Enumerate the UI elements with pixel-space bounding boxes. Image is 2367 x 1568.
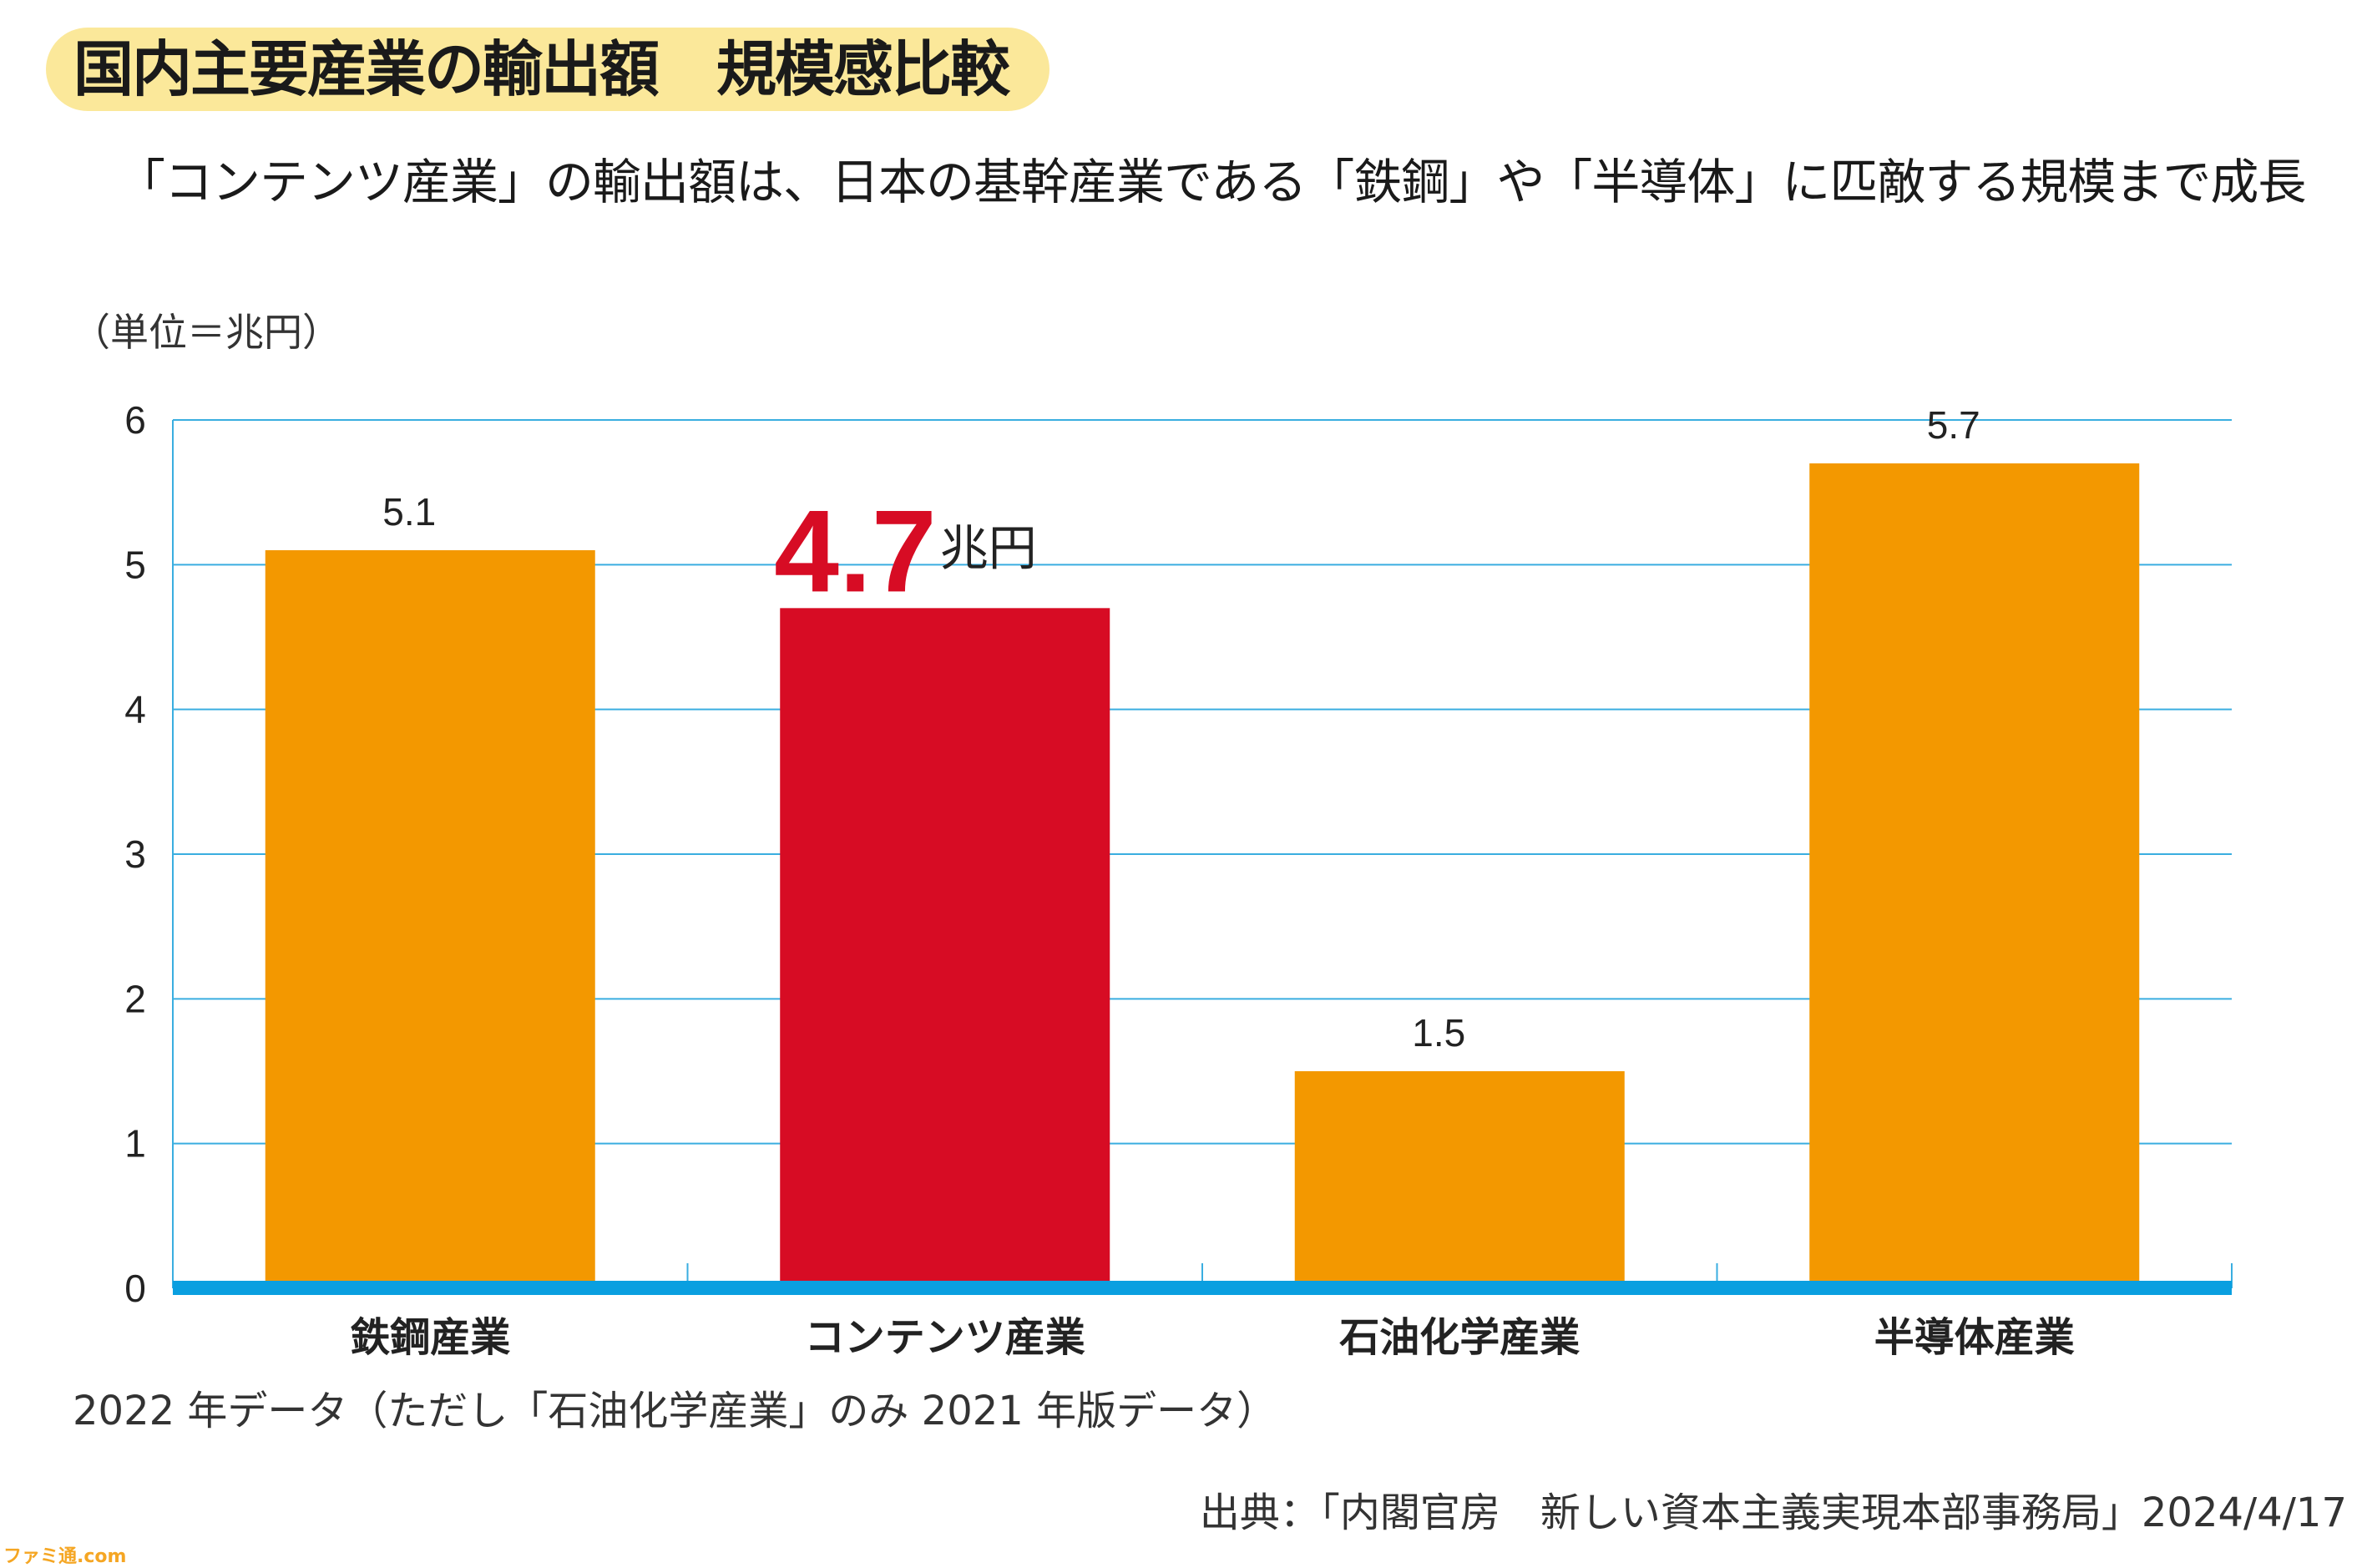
y-tick-label: 6	[124, 398, 146, 442]
x-tick-label: 石油化学産業	[1339, 1314, 1580, 1361]
watermark-logo: ファミ通.com	[3, 1546, 127, 1567]
x-axis-baseline	[173, 1281, 2232, 1295]
x-tick-label: 鉄鋼産業	[350, 1314, 510, 1361]
data-label: 5.7	[1927, 403, 1980, 447]
chart-subtitle: 「コンテンツ産業」の輸出額は、日本の基幹産業である「鉄鋼」や「半導体」に匹敵する…	[117, 154, 2306, 210]
y-tick-label: 1	[124, 1122, 146, 1166]
footnote: 2022 年データ（ただし「石油化学産業」のみ 2021 年版データ）	[73, 1388, 1277, 1434]
data-label-highlight: 4.7	[774, 485, 937, 616]
y-tick-label: 5	[124, 543, 146, 586]
y-tick-label: 0	[124, 1267, 146, 1310]
y-tick-label: 2	[124, 977, 146, 1020]
bar-コンテンツ産業	[780, 608, 1110, 1288]
y-tick-label: 4	[124, 688, 146, 731]
data-label-unit: 兆円	[940, 519, 1037, 576]
x-tick-label: コンテンツ産業	[805, 1314, 1085, 1361]
title-banner	[46, 28, 1049, 111]
data-label: 1.5	[1412, 1011, 1465, 1055]
chart-title: 国内主要産業の輸出額 規模感比較	[73, 34, 1010, 104]
bar-鉄鋼産業	[265, 550, 595, 1288]
bar-半導体産業	[1809, 463, 2140, 1288]
bar-石油化学産業	[1294, 1071, 1625, 1288]
unit-label: （単位＝兆円）	[72, 310, 341, 355]
source-note: 出典：「内閣官房 新しい資本主義実現本部事務局」2024/4/17	[1199, 1490, 2347, 1536]
y-tick-label: 3	[124, 832, 146, 876]
data-label: 5.1	[382, 490, 436, 534]
x-tick-label: 半導体産業	[1874, 1314, 2075, 1361]
